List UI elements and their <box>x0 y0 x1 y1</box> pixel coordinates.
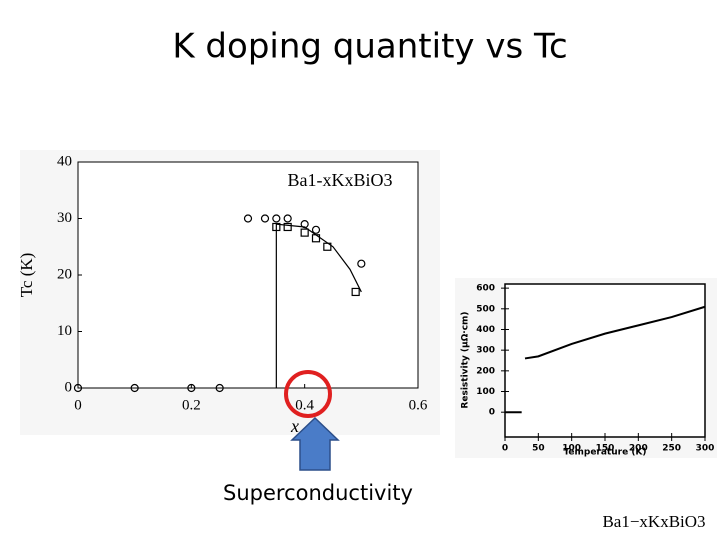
y-tick-label: 40 <box>57 153 72 169</box>
x-tick-label: 0 <box>502 444 508 454</box>
y-tick-label: 500 <box>476 304 495 314</box>
x-axis-label: Temperature (K) <box>563 448 646 458</box>
data-point <box>260 214 270 223</box>
y-axis-label: Resistivity (μΩ·cm) <box>461 311 471 408</box>
chart: 0 50 100 150 200 250 300 0 100 200 300 400 500 600 Tem… <box>461 283 715 458</box>
data-point <box>283 222 292 232</box>
x-tick-label: 0.4 <box>295 397 314 413</box>
y-tick-label: 10 <box>57 323 72 339</box>
y-tick-label: 30 <box>57 210 72 226</box>
y-tick-label: 400 <box>476 325 495 335</box>
data-point <box>130 383 139 393</box>
data-point <box>215 383 224 393</box>
data-point <box>272 214 281 223</box>
x-tick-label: 0.2 <box>182 397 201 413</box>
x-tick-label: 50 <box>532 444 545 454</box>
x-tick-label: 250 <box>662 444 681 454</box>
data-point <box>311 225 321 234</box>
y-tick-label: 100 <box>476 387 495 397</box>
annotation: Superconductivity <box>223 481 413 505</box>
x-axis-label: x <box>290 416 299 436</box>
x-tick-label: 150 <box>596 444 615 454</box>
y-tick-label: 20 <box>57 266 72 282</box>
caption: Ba1−xKxBiO3 <box>602 512 705 531</box>
data-point <box>300 228 309 237</box>
data-point <box>243 214 253 223</box>
y-tick-label: 300 <box>476 346 495 356</box>
data-point <box>187 383 196 393</box>
y-tick-label: 200 <box>476 366 495 376</box>
x-tick-label: 0 <box>74 397 82 413</box>
y-axis-label: Tc (K) <box>17 253 36 298</box>
data-point <box>73 383 83 393</box>
arrow <box>290 416 340 471</box>
chart-annotation: Ba1-xKxBiO3 <box>288 170 393 190</box>
data-line <box>505 305 706 414</box>
x-tick-label: 0.6 <box>409 397 428 413</box>
slide-title: K doping quantity vs Tc <box>172 27 567 67</box>
y-tick-label: 0 <box>489 408 495 418</box>
plot-frame <box>77 161 419 389</box>
plot-frame <box>504 283 706 438</box>
y-tick-label: 0 <box>65 379 73 395</box>
data-point <box>283 214 292 223</box>
x-tick-label: 100 <box>562 444 581 454</box>
x-tick-label: 300 <box>696 444 715 454</box>
x-tick-label: 200 <box>629 444 648 454</box>
y-tick-label: 600 <box>476 284 495 294</box>
highlight-circle <box>284 370 332 418</box>
data-line <box>275 223 362 388</box>
chart: 0 0.2 0.4 0.6 0 10 20 30 40 x Tc (K) Ba1-xKxBiO3 <box>17 153 428 436</box>
data-point <box>357 259 366 268</box>
data-point <box>351 287 360 297</box>
